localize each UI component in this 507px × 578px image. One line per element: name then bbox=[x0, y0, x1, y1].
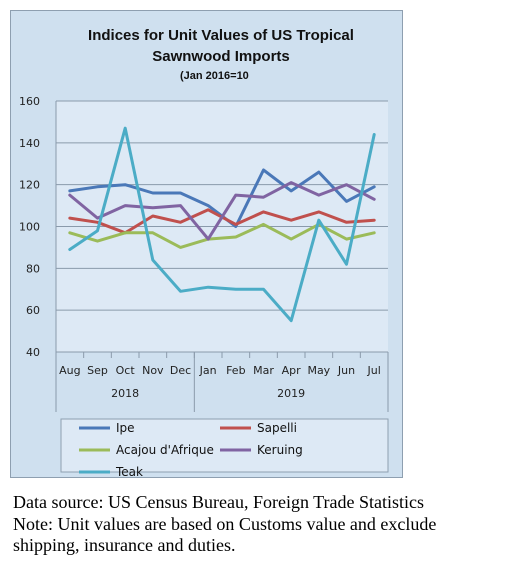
series-lines bbox=[68, 126, 376, 323]
y-tick-label: 40 bbox=[26, 346, 40, 359]
x-tick-label: Jan bbox=[199, 364, 217, 377]
x-tick-label: Mar bbox=[253, 364, 274, 377]
x-tick-label: Dec bbox=[170, 364, 191, 377]
y-tick-label: 140 bbox=[19, 137, 40, 150]
x-tick-label: Jun bbox=[337, 364, 355, 377]
x-tick-label: Sep bbox=[87, 364, 108, 377]
chart-notes: Data source: US Census Bureau, Foreign T… bbox=[13, 492, 503, 557]
legend-label-acajou-d-afrique: Acajou d'Afrique bbox=[116, 443, 214, 457]
year-label: 2019 bbox=[277, 387, 305, 400]
note-text-line2: shipping, insurance and duties. bbox=[13, 535, 236, 555]
chart-container: Indices for Unit Values of US Tropical S… bbox=[10, 10, 403, 479]
x-tick-label: Oct bbox=[116, 364, 136, 377]
legend: Ipe Sapelli Acajou d'Afrique Keruing Teak bbox=[60, 418, 389, 479]
chart-title-line1: Indices for Unit Values of US Tropical bbox=[88, 27, 354, 44]
x-tick-label: Jul bbox=[367, 364, 381, 377]
chart-subtitle: (Jan 2016=10 bbox=[180, 70, 249, 82]
x-tick-label: Aug bbox=[59, 364, 80, 377]
x-tick-label: May bbox=[307, 364, 330, 377]
x-tick-label: Feb bbox=[226, 364, 245, 377]
y-tick-label: 160 bbox=[19, 95, 40, 108]
chart-title-line2: Sawnwood Imports bbox=[152, 48, 290, 65]
note-text-line1: Note: Unit values are based on Customs v… bbox=[13, 513, 437, 534]
data-source-text: Data source: US Census Bureau, Foreign T… bbox=[13, 492, 424, 512]
x-tick-label: Apr bbox=[282, 364, 302, 377]
y-tick-label: 80 bbox=[26, 262, 40, 275]
legend-label-teak: Teak bbox=[115, 465, 143, 479]
year-label: 2018 bbox=[111, 387, 139, 400]
legend-label-keruing: Keruing bbox=[257, 443, 303, 457]
line-chart: Indices for Unit Values of US Tropical S… bbox=[19, 27, 389, 479]
legend-label-sapelli: Sapelli bbox=[257, 421, 297, 435]
legend-label-ipe: Ipe bbox=[116, 421, 135, 435]
y-tick-label: 120 bbox=[19, 179, 40, 192]
series-line-teak bbox=[68, 126, 376, 323]
y-tick-label: 100 bbox=[19, 221, 40, 234]
x-tick-label: Nov bbox=[142, 364, 164, 377]
y-tick-label: 60 bbox=[26, 304, 40, 317]
series-line-keruing bbox=[68, 181, 376, 241]
